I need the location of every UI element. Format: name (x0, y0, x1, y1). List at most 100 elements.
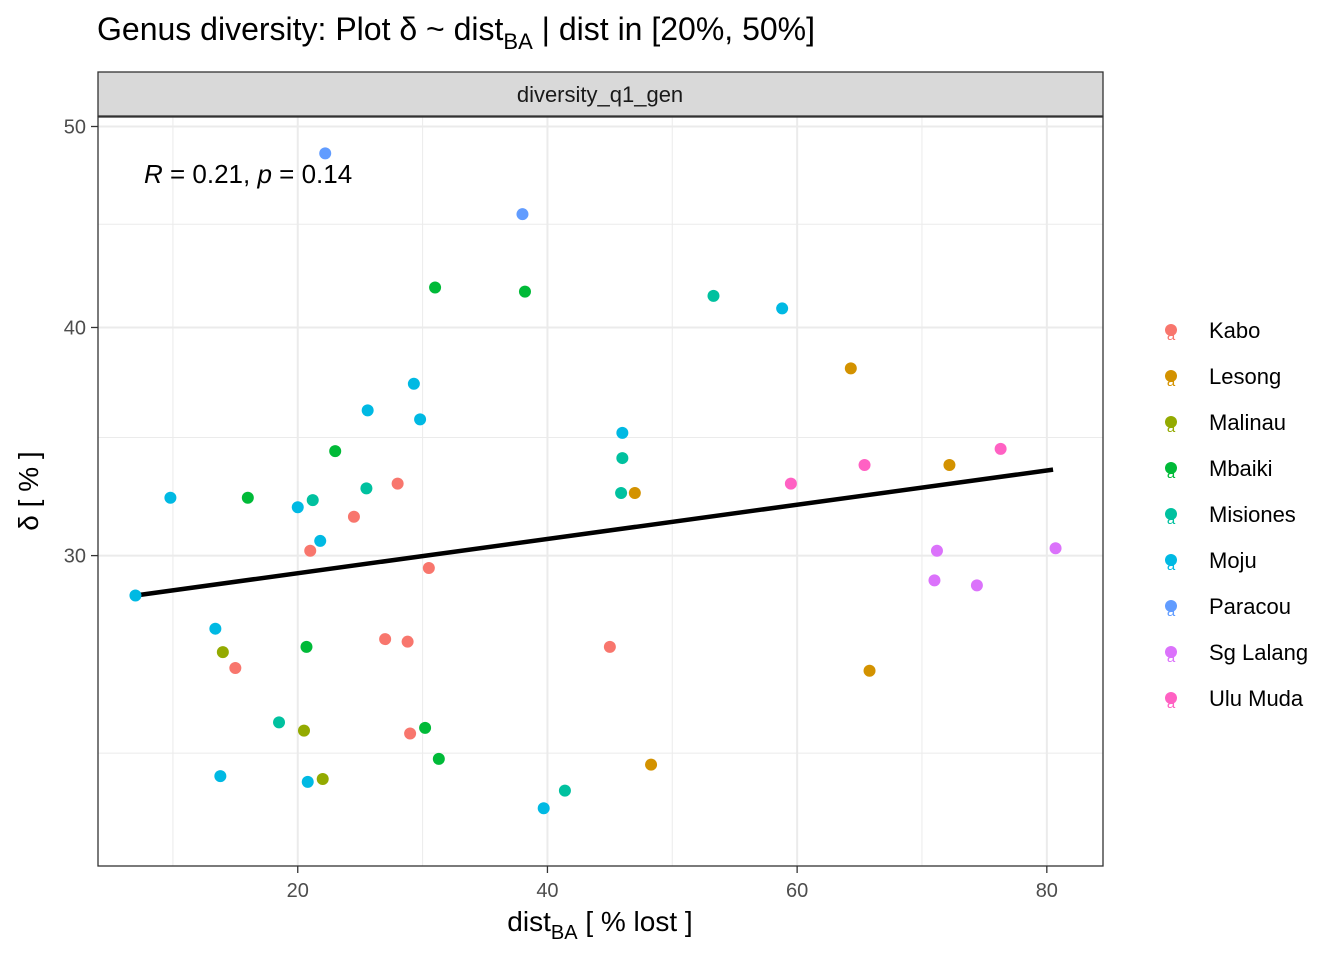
point-malinau (297, 724, 310, 737)
point-paracou (319, 147, 332, 160)
point-mbaiki (241, 491, 254, 504)
point-sg-lalang (1049, 542, 1062, 555)
legend-key-glyph-sg-lalang: a (1167, 649, 1176, 666)
point-malinau (316, 772, 329, 785)
y-tick-label: 30 (64, 546, 86, 568)
x-axis: 20 40 60 80 (287, 866, 1058, 902)
point-misiones (558, 784, 571, 797)
panel-border (97, 116, 1104, 867)
point-ulu-muda (784, 477, 797, 490)
point-paracou (516, 208, 529, 221)
point-kabo (347, 510, 360, 523)
grid-minor (98, 117, 1103, 866)
point-kabo (603, 640, 616, 653)
legend-label-mbaiki: Mbaiki (1209, 456, 1273, 481)
point-mbaiki (300, 640, 313, 653)
point-mbaiki (419, 721, 432, 734)
legend-key-malinau (1165, 416, 1177, 428)
point-ulu-muda (994, 442, 1007, 455)
point-lesong (645, 758, 658, 771)
legend-key-misiones (1165, 508, 1177, 520)
correlation-annotation: R = 0.21, p = 0.14 (144, 159, 352, 189)
legend-label-misiones: Misiones (1209, 502, 1296, 527)
legend-key-sg-lalang (1165, 646, 1177, 658)
point-mbaiki (329, 445, 342, 458)
legend-key-ulu-muda (1165, 692, 1177, 704)
legend-label-lesong: Lesong (1209, 364, 1281, 389)
legend-key-glyph-paracou: a (1167, 603, 1176, 620)
x-axis-title: distBA [ % lost ] (507, 906, 692, 944)
point-moju (616, 426, 629, 439)
legend-key-glyph-kabo: a (1167, 327, 1176, 344)
point-moju (314, 534, 327, 547)
legend-key-glyph-lesong: a (1167, 373, 1176, 390)
legend-label-kabo: Kabo (1209, 318, 1260, 343)
legend-label-malinau: Malinau (1209, 410, 1286, 435)
point-malinau (216, 646, 229, 659)
trend-line (135, 467, 1054, 598)
legend-key-moju (1165, 554, 1177, 566)
legend-key-glyph-moju: a (1167, 557, 1176, 574)
point-misiones (616, 452, 629, 465)
point-misiones (360, 482, 373, 495)
point-mbaiki (432, 752, 445, 765)
data-points (129, 147, 1062, 815)
point-moju (414, 413, 427, 426)
legend-key-paracou (1165, 600, 1177, 612)
legend-key-glyph-malinau: a (1167, 419, 1176, 436)
point-lesong (844, 362, 857, 375)
chart-title: Genus diversity: Plot δ ~ distBA | dist … (97, 11, 815, 54)
point-mbaiki (518, 285, 531, 298)
point-moju (776, 302, 789, 315)
point-misiones (273, 716, 286, 729)
point-kabo (304, 544, 317, 557)
point-lesong (628, 487, 641, 500)
grid-major (98, 117, 1103, 866)
x-tick-label: 20 (287, 880, 309, 902)
point-kabo (391, 477, 404, 490)
point-sg-lalang (928, 574, 941, 587)
y-axis-title: δ [ % ] (13, 451, 44, 530)
point-moju (291, 501, 304, 514)
point-moju (209, 622, 222, 635)
point-moju (361, 404, 374, 417)
y-axis: 30 40 50 (64, 116, 98, 568)
point-moju (164, 491, 177, 504)
point-lesong (943, 458, 956, 471)
point-mbaiki (429, 281, 442, 294)
point-kabo (401, 635, 414, 648)
x-tick-label: 40 (536, 880, 558, 902)
facet-strip (97, 71, 1104, 117)
legend-label-ulu-muda: Ulu Muda (1209, 686, 1304, 711)
y-tick-label: 40 (64, 317, 86, 339)
point-moju (407, 377, 420, 390)
legend-key-lesong (1165, 370, 1177, 382)
facet-label: diversity_q1_gen (517, 82, 683, 107)
point-sg-lalang (970, 579, 983, 592)
point-moju (537, 802, 550, 815)
point-kabo (422, 561, 435, 574)
legend-key-glyph-ulu-muda: a (1167, 695, 1176, 712)
point-moju (214, 770, 227, 783)
legend-key-glyph-mbaiki: a (1167, 465, 1176, 482)
point-misiones (707, 289, 720, 302)
point-misiones (306, 494, 319, 507)
legend-key-mbaiki (1165, 462, 1177, 474)
point-kabo (379, 633, 392, 646)
plot-panel (98, 117, 1103, 866)
y-tick-label: 50 (64, 116, 86, 138)
legend-key-kabo (1165, 324, 1177, 336)
legend-label-sg-lalang: Sg Lalang (1209, 640, 1308, 665)
x-tick-label: 60 (786, 880, 808, 902)
point-sg-lalang (930, 544, 943, 557)
point-lesong (863, 664, 876, 677)
point-moju (129, 589, 142, 602)
point-kabo (229, 662, 242, 675)
legend-key-glyph-misiones: a (1167, 511, 1176, 528)
legend-label-moju: Moju (1209, 548, 1257, 573)
point-kabo (404, 727, 417, 740)
point-ulu-muda (858, 458, 871, 471)
point-moju (301, 775, 314, 788)
x-tick-label: 80 (1036, 880, 1058, 902)
